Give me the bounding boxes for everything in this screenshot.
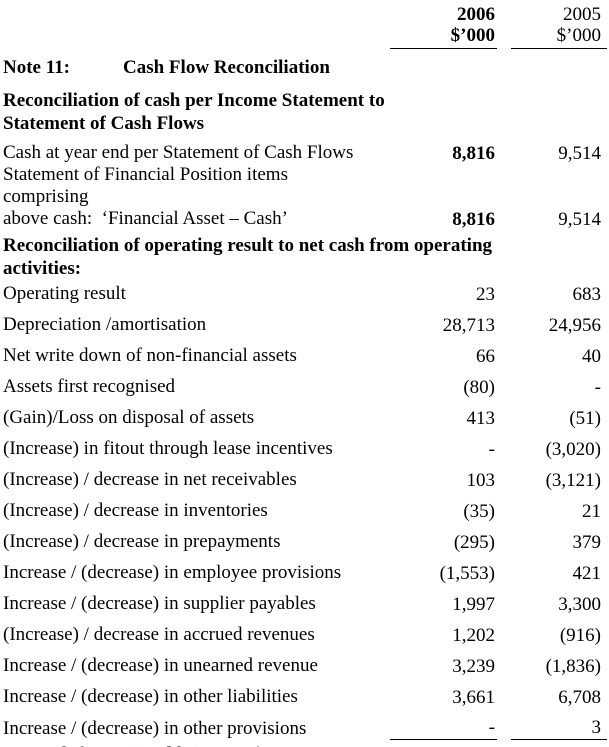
column-header-year-2006: 2006 [457, 4, 495, 25]
value-2006: 8,816 [452, 209, 495, 230]
value-2006: 1,997 [452, 594, 495, 615]
value-2006: 66 [476, 346, 495, 367]
row-label: (Gain)/Loss on disposal of assets [3, 407, 255, 428]
value-2005: 40 [582, 346, 601, 367]
value-2005: (1,836) [545, 656, 601, 677]
value-2006: 23 [476, 284, 495, 305]
column-year-headers: 2006 2005 [3, 4, 607, 25]
row-label: (Increase) / decrease in accrued revenue… [3, 624, 315, 645]
total-row: Net cash from / (used by) operating acti… [3, 744, 607, 747]
value-2006: 1,202 [452, 625, 495, 646]
value-2006: - [488, 439, 495, 460]
note-title-row: Note 11: Cash Flow Reconciliation [3, 57, 607, 78]
table-row: (Increase) in fitout through lease incen… [3, 438, 607, 460]
value-2005: 421 [572, 563, 602, 584]
table-row: Cash at year end per Statement of Cash F… [3, 142, 607, 164]
column-header-year-2005: 2005 [563, 4, 601, 25]
value-2006: (35) [463, 501, 495, 522]
table-row: Operating result 23 683 [3, 283, 607, 305]
value-2005: - [594, 377, 601, 398]
table-row: Increase / (decrease) in employee provis… [3, 562, 607, 584]
total-row-label: Net cash from / (used by) operating acti… [3, 744, 376, 747]
value-2005: 24,956 [548, 315, 601, 336]
row-label: (Increase) / decrease in inventories [3, 500, 268, 521]
row-label: Cash at year end per Statement of Cash F… [3, 142, 354, 163]
column-header-unit-2005: $’000 [511, 25, 607, 49]
row-label: (Increase) / decrease in prepayments [3, 531, 281, 552]
section-heading-cash-reconciliation: Reconciliation of cash per Income Statem… [3, 90, 385, 134]
value-2005: 6,708 [558, 687, 601, 708]
table-row: Depreciation /amortisation 28,713 24,956 [3, 314, 607, 336]
value-2005: (3,020) [545, 439, 601, 460]
column-unit-headers: $’000 $’000 [3, 25, 607, 49]
table-row: (Increase) / decrease in net receivables… [3, 469, 607, 491]
value-2006: 8,816 [452, 143, 495, 164]
row-label: Increase / (decrease) in other provision… [3, 718, 307, 739]
value-2005: 379 [572, 532, 602, 553]
column-header-unit-2006: $’000 [390, 25, 497, 49]
section-heading-operating-reconciliation: Reconciliation of operating result to ne… [3, 235, 493, 279]
row-label: Increase / (decrease) in other liabiliti… [3, 686, 298, 707]
table-row: Increase / (decrease) in other provision… [3, 717, 607, 740]
row-label: (Increase) / decrease in net receivables [3, 469, 297, 490]
value-2006: 413 [466, 408, 496, 429]
value-2005: 9,514 [558, 209, 601, 230]
table-row: Statement of Financial Position items co… [3, 164, 607, 230]
value-2005: 3 [511, 717, 607, 740]
row-label: Net write down of non-financial assets [3, 345, 297, 366]
value-2005: (51) [569, 408, 601, 429]
note-title: Cash Flow Reconciliation [123, 57, 330, 78]
table-row: Increase / (decrease) in unearned revenu… [3, 655, 607, 677]
value-2006: 103 [466, 470, 496, 491]
row-label: Statement of Financial Position items co… [3, 164, 288, 229]
table-row: (Increase) / decrease in inventories (35… [3, 500, 607, 522]
row-label: Operating result [3, 283, 126, 304]
value-2005: (916) [559, 625, 601, 646]
value-2006: 3,239 [452, 656, 495, 677]
row-label: Assets first recognised [3, 376, 176, 397]
value-2006: (1,553) [439, 563, 495, 584]
row-label: Increase / (decrease) in supplier payabl… [3, 593, 316, 614]
value-2006: (80) [463, 377, 495, 398]
row-label: Increase / (decrease) in unearned revenu… [3, 655, 318, 676]
value-2006: 3,661 [452, 687, 495, 708]
row-label: Depreciation /amortisation [3, 314, 207, 335]
value-2005: 683 [572, 284, 602, 305]
value-2005: 3,300 [558, 594, 601, 615]
value-2006: - [390, 717, 497, 740]
table-row: (Increase) / decrease in accrued revenue… [3, 624, 607, 646]
row-label: (Increase) in fitout through lease incen… [3, 438, 333, 459]
table-row: (Gain)/Loss on disposal of assets 413 (5… [3, 407, 607, 429]
value-2006: 28,713 [442, 315, 495, 336]
note-number-label: Note 11: [3, 57, 71, 78]
value-2005: (3,121) [545, 470, 601, 491]
value-2005: 21 [582, 501, 601, 522]
table-row: Net write down of non-financial assets 6… [3, 345, 607, 367]
value-2005: 9,514 [558, 143, 601, 164]
table-row: Increase / (decrease) in supplier payabl… [3, 593, 607, 615]
row-label: Increase / (decrease) in employee provis… [3, 562, 342, 583]
value-2006: (295) [453, 532, 495, 553]
table-row: (Increase) / decrease in prepayments (29… [3, 531, 607, 553]
table-row: Increase / (decrease) in other liabiliti… [3, 686, 607, 708]
table-row: Assets first recognised (80) - [3, 376, 607, 398]
